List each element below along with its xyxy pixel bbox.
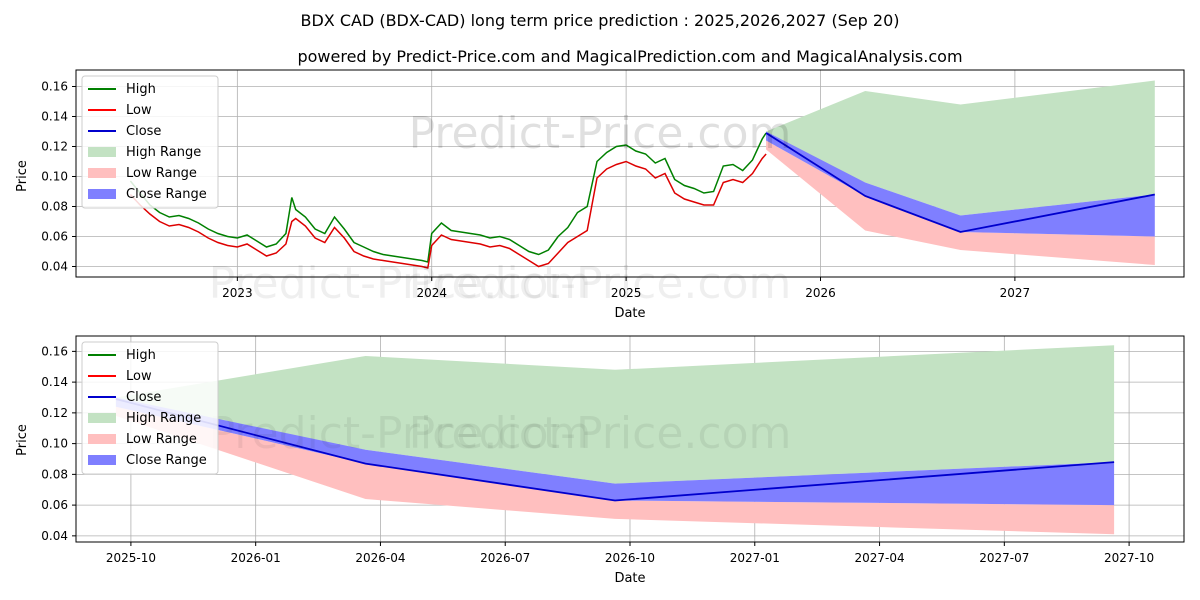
x-tick-label: 2026-07 bbox=[480, 551, 530, 565]
high-series-line bbox=[129, 132, 767, 263]
x-tick-label: 2025-10 bbox=[106, 551, 156, 565]
legend-swatch-patch bbox=[88, 189, 116, 199]
legend-label: Low Range bbox=[126, 432, 197, 447]
close-range-area bbox=[115, 397, 1115, 506]
y-tick-label: 0.06 bbox=[41, 498, 68, 512]
x-tick-label: 2027 bbox=[1000, 286, 1031, 300]
x-tick-label: 2026 bbox=[805, 286, 836, 300]
y-tick-label: 0.14 bbox=[41, 375, 68, 389]
legend-swatch-patch bbox=[88, 434, 116, 444]
y-tick-label: 0.16 bbox=[41, 80, 68, 94]
legend-label: Low bbox=[126, 103, 152, 118]
x-tick-label: 2027-01 bbox=[730, 551, 780, 565]
y-tick-label: 0.04 bbox=[41, 260, 68, 274]
legend-label: Close bbox=[126, 124, 161, 139]
chart-subtitle: powered by Predict-Price.com and Magical… bbox=[297, 47, 962, 66]
y-tick-label: 0.14 bbox=[41, 110, 68, 124]
legend-swatch-patch bbox=[88, 413, 116, 423]
y-tick-label: 0.08 bbox=[41, 200, 68, 214]
y-tick-label: 0.10 bbox=[41, 437, 68, 451]
y-tick-label: 0.16 bbox=[41, 344, 68, 358]
x-tick-label: 2025 bbox=[611, 286, 642, 300]
plot-area bbox=[129, 80, 1155, 269]
y-tick-label: 0.06 bbox=[41, 230, 68, 244]
long-term-panel: Predict-Price.comPredict-Price.comPredic… bbox=[41, 69, 1185, 309]
low-range-area bbox=[115, 406, 1115, 535]
x-tick-label: 2026-01 bbox=[231, 551, 281, 565]
y-tick-label: 0.12 bbox=[41, 406, 68, 420]
y-tick-label: 0.04 bbox=[41, 529, 68, 543]
legend-swatch-patch bbox=[88, 168, 116, 178]
watermark-text: Predict-Price.com bbox=[409, 108, 792, 159]
chart-title: BDX CAD (BDX-CAD) long term price predic… bbox=[300, 11, 899, 30]
plot-area bbox=[115, 345, 1115, 535]
close-range-area bbox=[766, 131, 1155, 237]
watermark-text: Predict-Price.com bbox=[209, 258, 592, 309]
legend-label: Low bbox=[126, 369, 152, 384]
high-range-area bbox=[115, 345, 1115, 484]
x-tick-label: 2027-10 bbox=[1104, 551, 1154, 565]
high-range-area bbox=[766, 80, 1155, 216]
close-forecast-line bbox=[765, 132, 1155, 233]
x-tick-label: 2026-10 bbox=[605, 551, 655, 565]
watermark-text: Predict-Price.com bbox=[409, 258, 792, 309]
y-tick-label: 0.08 bbox=[41, 467, 68, 481]
y-axis-label-bottom: Price bbox=[15, 424, 30, 456]
watermark-text: Predict-Price.com bbox=[409, 408, 792, 459]
legend: High Low Close High Range Low Range Close Ran… bbox=[81, 75, 219, 209]
watermark-text: Predict-Price.com bbox=[409, 108, 792, 159]
legend-label: High Range bbox=[126, 145, 201, 160]
legend-label: High bbox=[126, 82, 156, 97]
legend: High Low Close High Range Low Range Close Ran… bbox=[81, 341, 219, 475]
x-axis-label-top: Date bbox=[614, 306, 645, 321]
legend-swatch-patch bbox=[88, 147, 116, 157]
low-series-line bbox=[129, 153, 767, 269]
x-tick-label: 2026-04 bbox=[355, 551, 405, 565]
legend-label: High Range bbox=[126, 411, 201, 426]
legend-label: Close Range bbox=[126, 453, 207, 468]
y-tick-label: 0.10 bbox=[41, 170, 68, 184]
y-axis-label-top: Price bbox=[15, 160, 30, 192]
x-tick-label: 2027-07 bbox=[979, 551, 1029, 565]
x-axis-label-bottom: Date bbox=[614, 571, 645, 586]
y-tick-label: 0.12 bbox=[41, 140, 68, 154]
legend-label: Close bbox=[126, 390, 161, 405]
legend-swatch-patch bbox=[88, 455, 116, 465]
x-tick-label: 2024 bbox=[416, 286, 447, 300]
watermark-text: Predict-Price.com bbox=[209, 408, 592, 459]
low-range-area bbox=[766, 140, 1155, 265]
x-tick-label: 2023 bbox=[222, 286, 253, 300]
legend-label: High bbox=[126, 348, 156, 363]
legend-label: Close Range bbox=[126, 187, 207, 202]
x-tick-label: 2027-04 bbox=[854, 551, 904, 565]
close-forecast-line bbox=[115, 398, 1115, 502]
legend-label: Low Range bbox=[126, 166, 197, 181]
axes-frame bbox=[75, 69, 1185, 278]
